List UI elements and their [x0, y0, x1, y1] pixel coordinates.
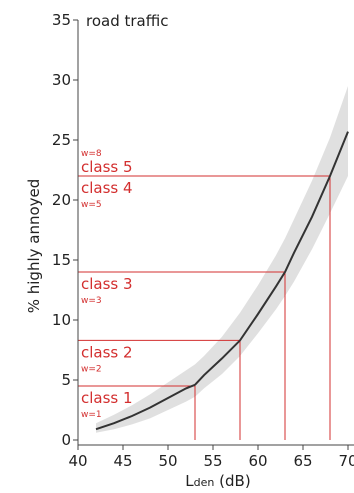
- class-5-label: class 5: [81, 158, 133, 176]
- confidence-band: [96, 86, 348, 433]
- x-axis-label-unit: (dB): [214, 472, 250, 490]
- y-tick-label-35: 35: [52, 11, 71, 29]
- class-3-weight: w=3: [81, 296, 102, 306]
- class-1-weight: w=1: [81, 410, 102, 420]
- y-tick-label-30: 30: [52, 71, 71, 89]
- x-tick-label-55: 55: [203, 452, 222, 470]
- y-axis-label: % highly annoyed: [25, 179, 43, 314]
- class-4-label: class 4: [81, 179, 133, 197]
- exposure-response-line: [95, 131, 349, 431]
- x-axis-label: Lden (dB): [185, 472, 250, 490]
- class-lines-layer: [78, 175, 331, 440]
- y-tick-label-25: 25: [52, 131, 71, 149]
- x-axis-label-sub: den: [194, 476, 215, 489]
- class-5-weight: w=8: [81, 149, 102, 159]
- x-tick-label-50: 50: [158, 452, 177, 470]
- y-tick-label-0: 0: [61, 431, 71, 449]
- confidence-band-layer: [96, 86, 348, 433]
- class-2-weight: w=2: [81, 364, 102, 374]
- series-line-layer: [95, 131, 349, 431]
- y-tick-label-20: 20: [52, 191, 71, 209]
- class-1-label: class 1: [81, 389, 133, 407]
- x-tick-label-60: 60: [248, 452, 267, 470]
- y-tick-label-10: 10: [52, 311, 71, 329]
- y-tick-label-15: 15: [52, 251, 71, 269]
- y-tick-label-5: 5: [61, 371, 71, 389]
- axes-layer: 0 5 10 15 20 25 30 35 40 45 50 55 60 65 70: [52, 11, 354, 470]
- class-3-label: class 3: [81, 275, 133, 293]
- class-4-weight: w=5: [81, 200, 102, 210]
- x-axis-label-main: L: [185, 472, 194, 490]
- x-tick-label-45: 45: [113, 452, 132, 470]
- chart-title: road traffic: [86, 12, 169, 30]
- class-labels-layer: class 1 w=1 class 2 w=2 class 3 w=3 class 4 w=5…: [81, 149, 133, 420]
- class-2-label: class 2: [81, 343, 133, 361]
- x-tick-label-40: 40: [68, 452, 87, 470]
- x-tick-label-70: 70: [338, 452, 354, 470]
- x-tick-label-65: 65: [293, 452, 312, 470]
